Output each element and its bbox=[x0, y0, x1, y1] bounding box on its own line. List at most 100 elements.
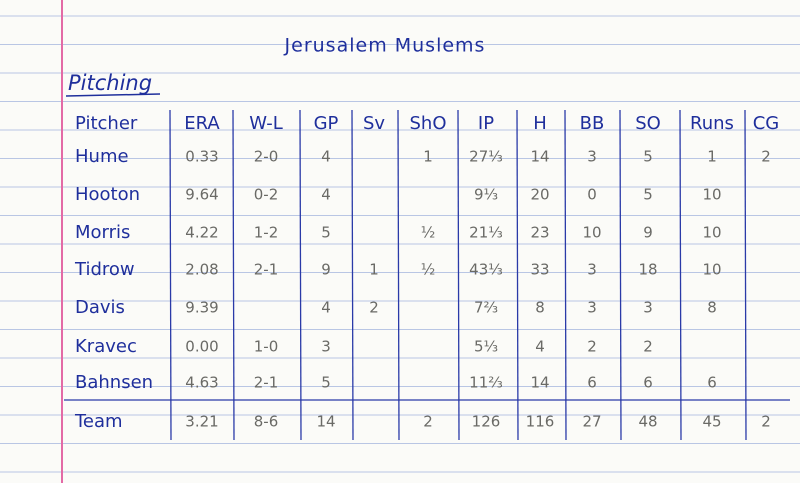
cell: 2-1 bbox=[254, 261, 279, 279]
column-line bbox=[457, 109, 460, 441]
column-header: ERA bbox=[184, 113, 220, 134]
cell: 3 bbox=[321, 338, 331, 356]
cell: 0 bbox=[587, 186, 597, 204]
cell: 43⅓ bbox=[469, 261, 503, 279]
cell: 10 bbox=[702, 186, 721, 204]
cell: 4 bbox=[321, 186, 331, 204]
column-header: BB bbox=[580, 113, 605, 134]
column-header: Runs bbox=[690, 113, 734, 134]
cell: 2-1 bbox=[254, 374, 279, 392]
cell: 3 bbox=[643, 299, 653, 317]
section-heading: Pitching bbox=[68, 71, 152, 95]
cell: 14 bbox=[316, 413, 335, 431]
row-label: Hooton bbox=[75, 184, 140, 205]
cell: 2 bbox=[761, 148, 771, 166]
cell: 21⅓ bbox=[469, 224, 503, 242]
column-header: GP bbox=[314, 113, 339, 134]
table-lines bbox=[64, 109, 790, 441]
column-header: IP bbox=[478, 113, 494, 134]
cell: 10 bbox=[702, 224, 721, 242]
cell: 2 bbox=[423, 413, 433, 431]
cell: 116 bbox=[526, 413, 555, 431]
cell: 45 bbox=[702, 413, 721, 431]
cell: 27⅓ bbox=[469, 148, 503, 166]
cell: 23 bbox=[530, 224, 549, 242]
row-label: Kravec bbox=[75, 336, 137, 357]
column-line bbox=[351, 109, 354, 441]
cell: 2 bbox=[761, 413, 771, 431]
cell: 4.22 bbox=[185, 224, 218, 242]
column-line bbox=[232, 109, 235, 441]
cell: 14 bbox=[530, 374, 549, 392]
cell: 0-2 bbox=[254, 186, 279, 204]
column-line bbox=[397, 109, 400, 441]
cell: 4 bbox=[321, 299, 331, 317]
cell: 10 bbox=[582, 224, 601, 242]
cell: 9 bbox=[321, 261, 331, 279]
page-title: Jerusalem Muslems bbox=[284, 35, 486, 57]
cell: 126 bbox=[472, 413, 501, 431]
column-header: H bbox=[533, 113, 547, 134]
paper-lines bbox=[0, 15, 800, 473]
row-label: Morris bbox=[75, 222, 130, 243]
cell: 9 bbox=[643, 224, 653, 242]
cell: 20 bbox=[530, 186, 549, 204]
column-line bbox=[564, 109, 567, 441]
section-underline bbox=[65, 93, 161, 97]
row-label: Hume bbox=[75, 146, 129, 167]
cell: 8 bbox=[707, 299, 717, 317]
cell: 14 bbox=[530, 148, 549, 166]
cell: 1-0 bbox=[254, 338, 279, 356]
cell: 4.63 bbox=[185, 374, 218, 392]
cell: 0.33 bbox=[185, 148, 218, 166]
column-line bbox=[299, 109, 302, 441]
cell: 11⅔ bbox=[469, 374, 503, 392]
cell: 2 bbox=[369, 299, 379, 317]
cell: 0.00 bbox=[185, 338, 218, 356]
column-line bbox=[169, 109, 172, 441]
cell: 5⅓ bbox=[474, 338, 498, 356]
cell: 6 bbox=[587, 374, 597, 392]
table: Pitcher ERA W-L GP Sv ShO IP H BB SO Runs CG Hume 0.3… bbox=[74, 113, 779, 432]
row-label: Team bbox=[74, 411, 123, 432]
cell: 7⅔ bbox=[474, 299, 498, 317]
cell: 5 bbox=[321, 224, 331, 242]
cell: 1 bbox=[369, 261, 379, 279]
cell: 5 bbox=[643, 186, 653, 204]
cell: ½ bbox=[421, 224, 436, 242]
cell: 6 bbox=[707, 374, 717, 392]
cell: 5 bbox=[643, 148, 653, 166]
cell: 1-2 bbox=[254, 224, 279, 242]
cell: 18 bbox=[638, 261, 657, 279]
cell: 48 bbox=[638, 413, 657, 431]
row-label: Davis bbox=[75, 297, 125, 318]
cell: 9.39 bbox=[185, 299, 218, 317]
cell: 2.08 bbox=[185, 261, 218, 279]
cell: 1 bbox=[423, 148, 433, 166]
cell: 3 bbox=[587, 261, 597, 279]
cell: 3.21 bbox=[185, 413, 218, 431]
column-header: ShO bbox=[409, 113, 446, 134]
column-line bbox=[619, 109, 622, 441]
column-header: Sv bbox=[363, 113, 385, 134]
column-header: SO bbox=[635, 113, 661, 134]
column-line bbox=[679, 109, 682, 441]
cell: 2 bbox=[643, 338, 653, 356]
column-line bbox=[516, 109, 519, 441]
cell: 4 bbox=[321, 148, 331, 166]
cell: 3 bbox=[587, 299, 597, 317]
cell: 2-0 bbox=[254, 148, 279, 166]
cell: 10 bbox=[702, 261, 721, 279]
column-line bbox=[744, 109, 747, 441]
cell: 6 bbox=[643, 374, 653, 392]
cell: 9.64 bbox=[185, 186, 218, 204]
cell: 33 bbox=[530, 261, 549, 279]
cell: 8-6 bbox=[254, 413, 279, 431]
row-label: Tidrow bbox=[74, 259, 135, 280]
cell: 4 bbox=[535, 338, 545, 356]
column-header: CG bbox=[753, 113, 780, 134]
cell: 5 bbox=[321, 374, 331, 392]
cell: 8 bbox=[535, 299, 545, 317]
